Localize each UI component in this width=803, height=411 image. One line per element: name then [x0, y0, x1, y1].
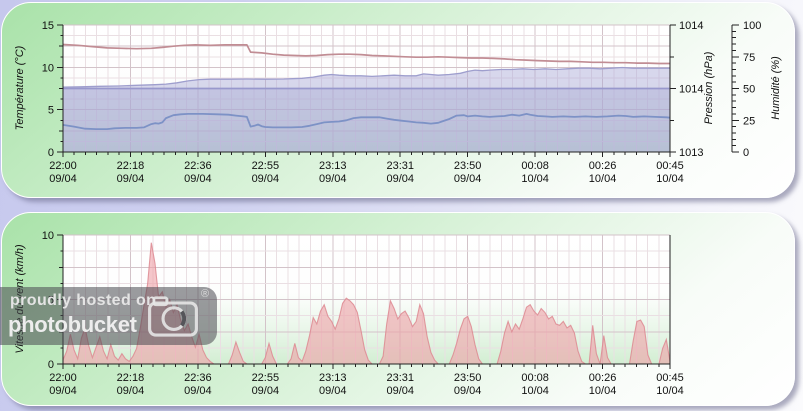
blue-line	[62, 113, 671, 130]
pressure-tick-labels: 1013 1014 1014	[679, 20, 703, 159]
pressure-axis-title: Pression (hPa)	[703, 51, 715, 125]
svg-text:00:08: 00:08	[521, 372, 549, 384]
top-chart: 05101522:0009/0422:1809/0422:3609/0422:5…	[42, 20, 762, 185]
svg-text:23:13: 23:13	[319, 160, 347, 172]
svg-text:09/04: 09/04	[117, 173, 145, 185]
svg-text:1013: 1013	[679, 147, 703, 159]
svg-text:22:36: 22:36	[184, 372, 212, 384]
svg-text:00:26: 00:26	[589, 160, 617, 172]
svg-text:00:26: 00:26	[589, 372, 617, 384]
vitesse-vent-area	[63, 242, 670, 364]
svg-text:09/04: 09/04	[386, 385, 414, 397]
humidity-tick-labels: 0 25 50 75 100	[743, 20, 761, 159]
svg-text:23:50: 23:50	[454, 160, 482, 172]
photobucket-watermark: proudly hosted on photobucket ®	[0, 287, 217, 345]
axes	[57, 24, 671, 157]
svg-text:0: 0	[743, 147, 749, 159]
left-tick-labels: 0 5 10 15	[42, 20, 54, 159]
svg-text:22:55: 22:55	[252, 160, 280, 172]
svg-text:09/04: 09/04	[252, 385, 280, 397]
svg-text:10/04: 10/04	[521, 173, 549, 185]
svg-text:22:18: 22:18	[117, 160, 145, 172]
humidite-edge	[62, 66, 670, 88]
svg-text:00:45: 00:45	[656, 372, 684, 384]
svg-text:23:31: 23:31	[386, 160, 414, 172]
svg-text:09/04: 09/04	[117, 385, 145, 397]
svg-text:09/04: 09/04	[319, 173, 347, 185]
x-tick-labels: 22:0009/0422:1809/0422:3609/0422:5509/04…	[49, 160, 684, 185]
watermark-tagline: proudly hosted on	[10, 292, 157, 309]
svg-text:75: 75	[743, 52, 755, 64]
pressure-axis	[670, 24, 676, 153]
svg-text:00:08: 00:08	[521, 160, 549, 172]
svg-text:23:13: 23:13	[319, 372, 347, 384]
x-tick-labels: 22:0009/0422:1809/0422:3609/0422:5509/04…	[49, 372, 684, 397]
svg-text:10/04: 10/04	[589, 173, 617, 185]
svg-text:09/04: 09/04	[49, 173, 77, 185]
svg-text:22:18: 22:18	[117, 372, 145, 384]
svg-text:10: 10	[42, 230, 54, 242]
svg-text:0: 0	[48, 147, 54, 159]
svg-text:22:36: 22:36	[184, 160, 212, 172]
watermark-brand: photobucket	[8, 312, 137, 337]
svg-text:09/04: 09/04	[319, 385, 347, 397]
svg-text:22:00: 22:00	[49, 372, 77, 384]
svg-text:0: 0	[48, 359, 54, 371]
svg-text:23:31: 23:31	[386, 372, 414, 384]
svg-text:1014: 1014	[679, 84, 703, 96]
registered-mark: ®	[201, 288, 210, 300]
svg-text:10/04: 10/04	[656, 173, 684, 185]
svg-text:1014: 1014	[679, 20, 703, 32]
svg-text:10/04: 10/04	[656, 385, 684, 397]
camera-icon	[148, 296, 198, 337]
svg-text:09/04: 09/04	[49, 385, 77, 397]
svg-text:09/04: 09/04	[252, 173, 280, 185]
temperature-line	[62, 43, 670, 65]
svg-text:10/04: 10/04	[589, 385, 617, 397]
svg-text:09/04: 09/04	[454, 173, 482, 185]
svg-text:00:45: 00:45	[656, 160, 684, 172]
svg-text:09/04: 09/04	[386, 173, 414, 185]
temperature-axis-title: Température (°C)	[14, 45, 26, 131]
pression-area	[63, 88, 670, 152]
svg-text:09/04: 09/04	[184, 173, 212, 185]
svg-text:5: 5	[48, 105, 54, 117]
svg-text:100: 100	[743, 20, 761, 32]
svg-text:10: 10	[42, 62, 54, 74]
humidity-axis	[731, 24, 739, 153]
svg-text:50: 50	[743, 84, 755, 96]
svg-text:09/04: 09/04	[454, 385, 482, 397]
svg-text:22:00: 22:00	[49, 160, 77, 172]
svg-text:23:50: 23:50	[454, 372, 482, 384]
vitesse-vent-edge	[62, 242, 671, 365]
svg-text:10/04: 10/04	[521, 385, 549, 397]
svg-text:25: 25	[743, 115, 755, 127]
humidity-axis-title: Humidité (%)	[770, 56, 782, 120]
svg-text:09/04: 09/04	[184, 385, 212, 397]
svg-text:22:55: 22:55	[252, 372, 280, 384]
svg-text:15: 15	[42, 20, 54, 32]
